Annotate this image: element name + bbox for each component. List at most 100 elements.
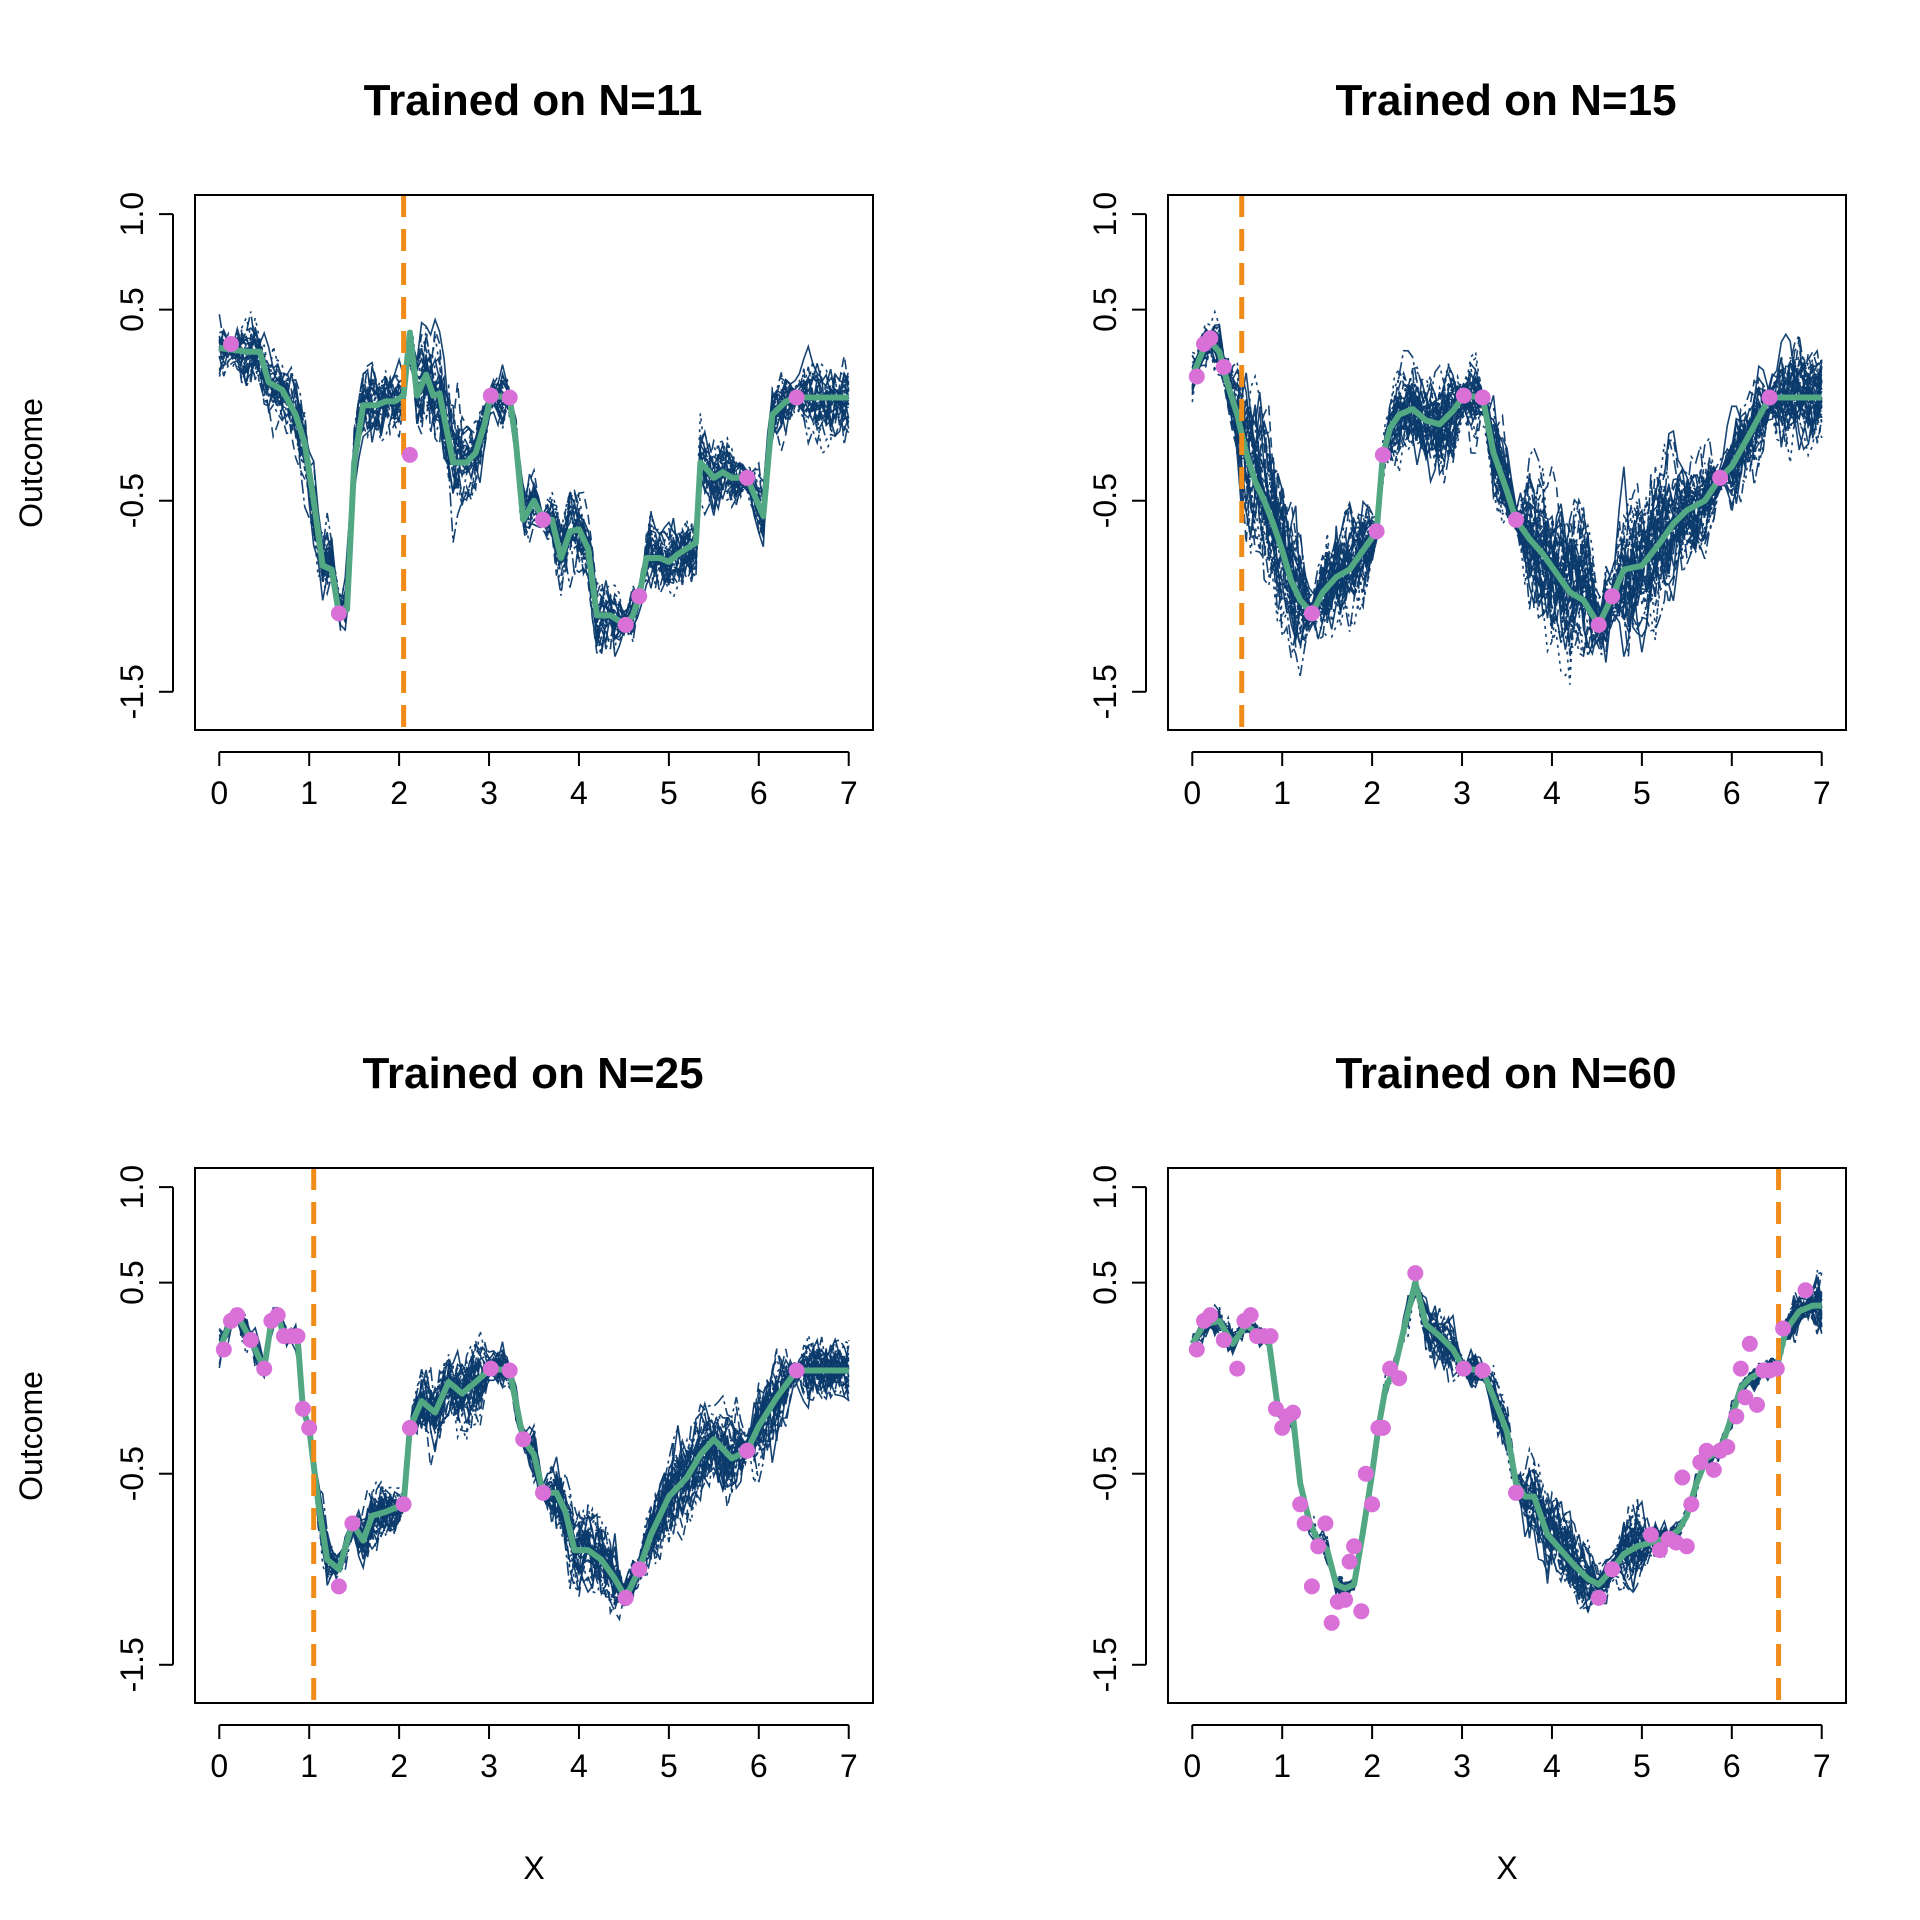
observation-point [1604, 588, 1621, 605]
observation-point [1590, 1589, 1607, 1606]
observation-point [1323, 1614, 1340, 1631]
observation-point [535, 511, 551, 528]
x-tick-label: 6 [1723, 775, 1741, 811]
y-tick-label: 1.0 [1087, 192, 1123, 236]
x-tick-label: 0 [210, 775, 228, 811]
observation-point [1651, 1542, 1668, 1559]
observation-point [215, 1341, 232, 1358]
x-tick-label: 4 [570, 775, 588, 811]
x-axis: 0 1 2 3 4 5 6 7 [210, 751, 858, 811]
observation-point [1188, 368, 1205, 385]
posterior-mean [1189, 339, 1822, 628]
y-axis-title: Outcome [13, 398, 49, 528]
observation-point [1508, 511, 1524, 528]
y-tick-label: -1.5 [1087, 1637, 1123, 1692]
observation-point [1202, 1307, 1219, 1324]
panel-title: Trained on N=60 [1335, 1049, 1676, 1098]
observation-point [1719, 1439, 1736, 1455]
x-tick-label: 7 [1813, 1748, 1831, 1784]
observation-point [535, 1484, 551, 1501]
observation-point [1374, 1419, 1391, 1436]
observation-point [1761, 389, 1778, 406]
observation-point [501, 1362, 518, 1379]
observation-point [1303, 1578, 1320, 1595]
x-axis: 0 1 2 3 4 5 6 7 [1183, 1724, 1831, 1784]
x-tick-label: 3 [1453, 775, 1471, 811]
observation-point [515, 1431, 532, 1448]
y-tick-label: 1.0 [1087, 1165, 1123, 1209]
panel-title: Trained on N=15 [1335, 76, 1676, 125]
posterior-draw [1191, 352, 1823, 650]
x-tick-label: 2 [390, 1748, 408, 1784]
observation-point [1590, 616, 1607, 633]
y-tick-label: -0.5 [1087, 1446, 1123, 1501]
observation-point [1374, 446, 1391, 463]
observation-point [301, 1419, 318, 1436]
observation-point [1474, 389, 1491, 406]
y-axis: -1.5 -0.5 0.5 1.0 [114, 1165, 174, 1692]
observation-point [482, 387, 499, 404]
observation-point [1732, 1360, 1749, 1377]
x-tick-label: 5 [1633, 775, 1651, 811]
observation-point [1455, 387, 1472, 404]
x-tick-label: 4 [1543, 775, 1561, 811]
y-axis: -1.5 -0.5 0.5 1.0 [114, 192, 174, 719]
x-tick-label: 5 [660, 1748, 678, 1784]
observations [1188, 330, 1778, 633]
observation-point [1768, 1360, 1785, 1377]
observation-point [501, 389, 518, 406]
posterior-draw [1191, 334, 1823, 628]
observations [223, 336, 805, 633]
observation-point [289, 1328, 306, 1345]
observation-point [1797, 1282, 1814, 1299]
posterior-draw [218, 326, 850, 637]
x-tick-label: 3 [480, 1748, 498, 1784]
observation-point [631, 588, 648, 605]
observation-point [1337, 1591, 1354, 1608]
observation-point [1678, 1538, 1695, 1555]
observation-point [1712, 469, 1729, 486]
x-tick-label: 1 [300, 1748, 318, 1784]
y-tick-label: 0.5 [1087, 287, 1123, 331]
observation-point [617, 1589, 634, 1606]
x-tick-label: 3 [480, 775, 498, 811]
observation-point [1705, 1461, 1722, 1478]
observation-point [1508, 1484, 1524, 1501]
observation-point [1642, 1526, 1659, 1543]
observation-point [631, 1561, 648, 1578]
observation-point [395, 1496, 412, 1513]
observation-point [1310, 1538, 1327, 1555]
observation-point [617, 616, 634, 633]
x-tick-label: 0 [1183, 775, 1201, 811]
x-tick-label: 6 [750, 1748, 768, 1784]
x-tick-label: 2 [1363, 1748, 1381, 1784]
plot-frame [1167, 194, 1847, 731]
observation-point [1292, 1496, 1309, 1513]
observation-point [256, 1360, 273, 1377]
x-tick-label: 7 [840, 1748, 858, 1784]
plot-frame [194, 194, 874, 731]
observation-point [739, 469, 756, 486]
observation-point [1368, 523, 1385, 540]
x-tick-label: 0 [1183, 1748, 1201, 1784]
x-axis: 0 1 2 3 4 5 6 7 [210, 1724, 858, 1784]
observation-point [1474, 1362, 1491, 1379]
observation-point [1391, 1370, 1408, 1387]
observation-point [1674, 1469, 1691, 1486]
plot-frame [1167, 1167, 1847, 1704]
observation-point [1604, 1561, 1621, 1578]
observation-point [1364, 1496, 1381, 1513]
observation-point [223, 336, 239, 352]
x-tick-label: 1 [1273, 775, 1291, 811]
x-axis: 0 1 2 3 4 5 6 7 [1183, 751, 1831, 811]
posterior-mean-line [1189, 339, 1822, 628]
observation-point [1683, 1496, 1700, 1513]
y-axis: -1.5 -0.5 0.5 1.0 [1087, 192, 1147, 719]
y-tick-label: 0.5 [1087, 1260, 1123, 1304]
observation-point [330, 1578, 347, 1595]
posterior-draw [218, 333, 850, 656]
observation-point [1242, 1307, 1259, 1324]
